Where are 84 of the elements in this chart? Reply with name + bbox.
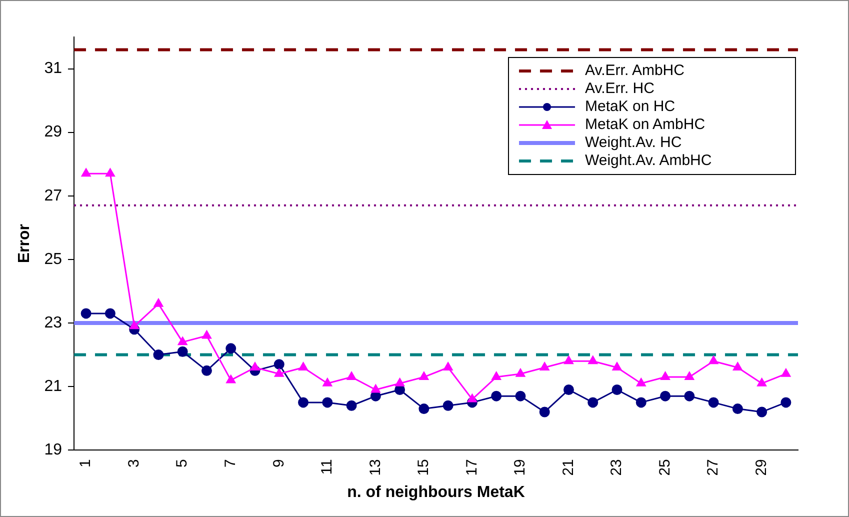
point [588, 356, 598, 364]
point [636, 378, 646, 386]
point [684, 390, 695, 402]
x-tick-label: 3 [125, 459, 142, 468]
point [322, 397, 333, 408]
legend-label: Weight.Av. HC [585, 134, 682, 151]
point [250, 362, 260, 370]
point [660, 372, 670, 380]
point [419, 372, 429, 380]
point [154, 298, 164, 307]
x-tick-label: 19 [512, 459, 529, 476]
y-axis-title: Error [16, 224, 34, 264]
point [732, 404, 743, 414]
point [612, 384, 622, 395]
x-axis-title: n. of neighbours MetaK [347, 484, 526, 501]
point [515, 390, 526, 402]
y-tick-label: 29 [44, 124, 62, 141]
point [104, 308, 116, 319]
legend-label: Av.Err. HC [585, 80, 654, 97]
y-tick-label: 25 [44, 250, 62, 268]
point [781, 368, 791, 377]
x-tick-label: 1 [77, 459, 94, 468]
point [756, 406, 768, 418]
point [708, 356, 718, 364]
x-tick-label: 7 [222, 459, 240, 468]
point [322, 378, 332, 386]
point [346, 400, 357, 411]
x-tick-label: 9 [270, 459, 288, 468]
point [395, 378, 404, 386]
point [153, 350, 164, 360]
y-tick-label: 23 [44, 314, 62, 332]
point [684, 372, 694, 380]
x-tick-label: 17 [463, 459, 480, 476]
point [177, 346, 188, 357]
x-tick-label: 25 [656, 459, 674, 476]
point [80, 308, 92, 319]
point [516, 368, 526, 377]
x-tick-label: 15 [415, 459, 432, 476]
point [226, 343, 236, 354]
legend-label: MetaK on AmbHC [585, 116, 706, 133]
y-tick-label: 31 [44, 60, 62, 78]
x-tick-label: 13 [366, 459, 384, 476]
y-tick-label: 27 [44, 187, 62, 204]
point [226, 374, 236, 384]
point [298, 397, 309, 408]
legend-label: MetaK on HC [585, 98, 676, 115]
point [708, 397, 719, 408]
point [733, 362, 742, 370]
point [201, 365, 212, 376]
point [346, 372, 356, 380]
point [442, 400, 454, 411]
point [563, 384, 574, 395]
point [371, 384, 380, 393]
point [130, 320, 139, 330]
y-tick-label: 21 [44, 378, 62, 395]
x-tick-label: 5 [174, 459, 191, 468]
point [443, 362, 453, 370]
point [274, 359, 284, 370]
x-tick-label: 23 [608, 459, 626, 476]
point [178, 336, 188, 346]
point [468, 394, 477, 402]
point [612, 362, 622, 370]
point [780, 397, 792, 408]
point [660, 390, 671, 402]
point [492, 372, 501, 380]
point [418, 404, 430, 414]
x-tick-label: 21 [560, 459, 577, 476]
x-tick-label: 27 [704, 459, 722, 476]
point [298, 362, 308, 370]
point [540, 362, 550, 370]
x-tick-label: 29 [752, 459, 770, 476]
point [757, 378, 766, 386]
point [539, 406, 550, 418]
point [588, 397, 598, 408]
point [81, 168, 91, 177]
point [491, 390, 502, 402]
point [202, 330, 212, 339]
legend-label: Weight.Av. AmbHC [585, 152, 712, 169]
point [564, 356, 574, 364]
x-tick-label: 11 [318, 459, 336, 475]
point [106, 168, 115, 177]
point [274, 368, 284, 377]
legend-label: Av.Err. AmbHC [585, 62, 684, 79]
point [636, 397, 646, 408]
